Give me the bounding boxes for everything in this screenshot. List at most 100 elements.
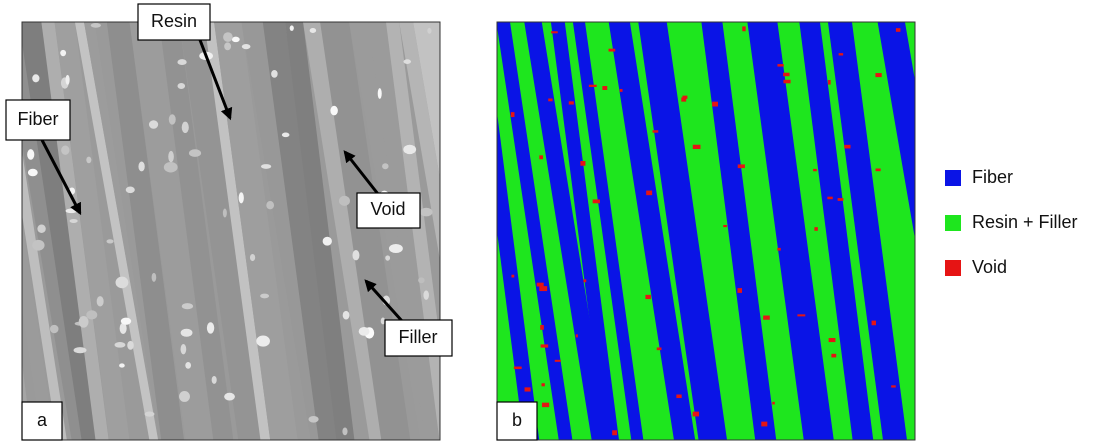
- particle: [423, 290, 429, 300]
- annotation: Filler: [399, 327, 438, 347]
- particle: [168, 150, 174, 163]
- arrow: [364, 279, 404, 323]
- void-region: [656, 347, 662, 351]
- particle: [86, 310, 98, 320]
- stripe: [285, 22, 355, 440]
- void-region: [646, 190, 653, 196]
- fiber-region: [497, 22, 573, 440]
- void-region: [619, 88, 623, 92]
- annotation-box: [137, 3, 211, 41]
- particle: [342, 310, 350, 320]
- annotation-box: [384, 319, 453, 357]
- void-region: [608, 48, 616, 52]
- particle: [224, 392, 235, 401]
- void-region: [682, 95, 688, 99]
- fiber-region: [608, 22, 696, 440]
- particle: [309, 28, 317, 33]
- stripe: [179, 22, 264, 440]
- void-region: [550, 31, 558, 34]
- stripe: [214, 22, 298, 440]
- fiber-region: [638, 22, 728, 440]
- void-region: [592, 199, 600, 204]
- annotation: Resin: [151, 11, 197, 31]
- particle: [106, 239, 114, 244]
- particle: [180, 328, 193, 337]
- particle: [37, 224, 46, 233]
- particle: [377, 88, 382, 99]
- particle: [114, 342, 126, 348]
- void-region: [742, 26, 746, 32]
- particle: [358, 326, 370, 336]
- micrograph: [22, 22, 440, 440]
- stripe: [22, 151, 67, 440]
- particle: [418, 277, 425, 284]
- void-region: [645, 294, 651, 300]
- panel-frame: [21, 21, 441, 441]
- particle: [223, 32, 233, 42]
- void-region: [554, 359, 561, 362]
- particle: [231, 36, 240, 43]
- particle: [385, 255, 391, 261]
- particle: [249, 253, 256, 262]
- void-region: [797, 314, 806, 317]
- legend-swatch: [945, 215, 961, 231]
- particle: [352, 249, 360, 261]
- void-region: [548, 98, 553, 102]
- legend-label: Resin + Filler: [972, 212, 1078, 232]
- void-region: [676, 394, 682, 399]
- legend-label: Fiber: [972, 167, 1013, 187]
- particle: [281, 132, 290, 138]
- particle: [403, 59, 412, 64]
- void-region: [814, 227, 818, 231]
- void-region: [540, 344, 549, 348]
- void-region: [524, 387, 531, 392]
- particle: [32, 74, 40, 83]
- fiber-region: [701, 22, 777, 440]
- particle: [338, 195, 350, 206]
- legend: Fiber Resin + Filler Void: [945, 167, 1078, 277]
- particle: [65, 208, 78, 214]
- particle: [206, 322, 215, 334]
- void-region: [580, 161, 586, 166]
- void-region: [777, 247, 781, 251]
- particle: [266, 201, 275, 210]
- particle: [181, 303, 194, 310]
- void-region: [511, 274, 515, 278]
- particle: [342, 427, 348, 436]
- particle: [138, 161, 145, 172]
- particle: [427, 27, 432, 34]
- arrow: [40, 139, 82, 216]
- void-region: [513, 366, 522, 370]
- particle: [419, 207, 433, 217]
- void-region: [895, 28, 901, 32]
- particle: [224, 42, 232, 51]
- void-region: [777, 64, 784, 67]
- particle: [403, 144, 417, 155]
- void-region: [838, 53, 844, 56]
- particle: [380, 317, 386, 325]
- particle: [185, 362, 192, 369]
- particle: [148, 120, 159, 129]
- legend-swatch: [945, 170, 961, 186]
- void-region: [875, 168, 881, 172]
- void-region: [891, 385, 896, 388]
- fiber-region: [799, 22, 874, 440]
- void-region: [871, 320, 876, 326]
- particle: [181, 121, 189, 134]
- particle: [188, 149, 202, 157]
- particle: [322, 236, 332, 246]
- stripe: [54, 22, 130, 440]
- void-region: [540, 324, 544, 330]
- void-region: [723, 224, 727, 228]
- fiber-region: [747, 22, 834, 440]
- panel-label: a: [37, 410, 48, 430]
- particle: [180, 344, 187, 355]
- void-region: [772, 401, 775, 405]
- panel-label: b: [512, 410, 522, 430]
- arrow: [343, 150, 380, 195]
- stripe: [204, 22, 271, 440]
- void-region: [541, 402, 550, 408]
- particle: [96, 296, 104, 307]
- particle: [86, 156, 92, 164]
- panel-label-box: [496, 401, 538, 441]
